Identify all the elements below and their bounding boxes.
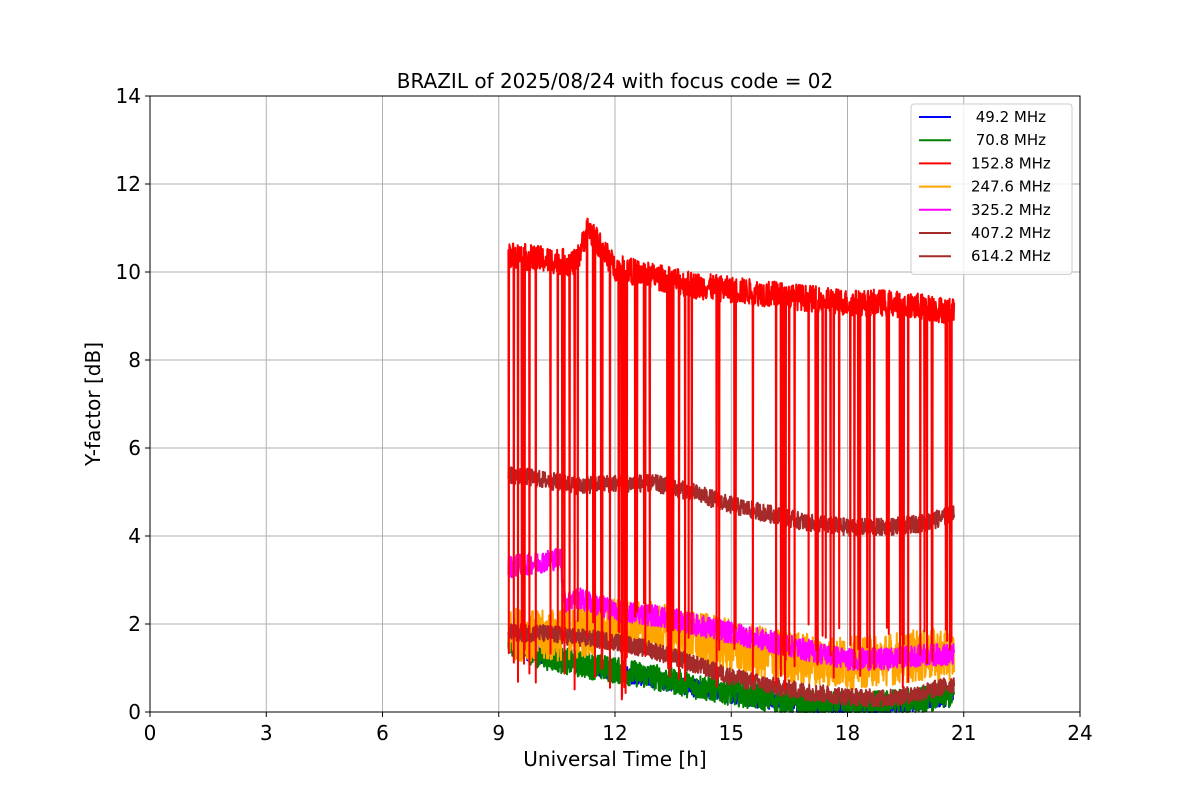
- legend-label: 325.2 MHz: [971, 201, 1051, 219]
- y-tick-label: 8: [128, 348, 141, 372]
- y-tick-label: 2: [128, 612, 141, 636]
- x-tick-label: 0: [144, 721, 157, 745]
- y-axis-label: Y-factor [dB]: [81, 342, 105, 467]
- x-tick-label: 3: [260, 721, 273, 745]
- series-line: [507, 217, 956, 701]
- y-tick-label: 4: [128, 524, 141, 548]
- legend-label: 70.8 MHz: [971, 131, 1046, 149]
- plot-series: [507, 217, 956, 713]
- legend-label: 152.8 MHz: [971, 154, 1051, 172]
- series-line: [507, 465, 956, 537]
- y-tick-label: 12: [116, 172, 141, 196]
- legend: 49.2 MHz 70.8 MHz 152.8 MHz 247.6 MHz 325.2…: [910, 103, 1073, 275]
- x-tick-label: 12: [602, 721, 627, 745]
- series-line: [507, 548, 956, 672]
- legend-box: [910, 103, 1073, 275]
- legend-label: 614.2 MHz: [971, 247, 1051, 265]
- chart-title: BRAZIL of 2025/08/24 with focus code = 0…: [397, 69, 834, 93]
- y-tick-label: 10: [116, 260, 141, 284]
- y-tick-label: 6: [128, 436, 141, 460]
- series-line: [507, 623, 956, 708]
- x-axis-label: Universal Time [h]: [523, 747, 706, 771]
- x-tick-label: 6: [376, 721, 389, 745]
- legend-label: 407.2 MHz: [971, 224, 1051, 242]
- x-tick-label: 9: [492, 721, 505, 745]
- x-tick-label: 24: [1067, 721, 1092, 745]
- y-tick-label: 0: [128, 700, 141, 724]
- x-tick-label: 21: [951, 721, 976, 745]
- legend-label: 49.2 MHz: [971, 108, 1046, 126]
- x-tick-label: 18: [835, 721, 860, 745]
- legend-label: 247.6 MHz: [971, 178, 1051, 196]
- x-tick-label: 15: [719, 721, 744, 745]
- y-tick-label: 14: [116, 84, 141, 108]
